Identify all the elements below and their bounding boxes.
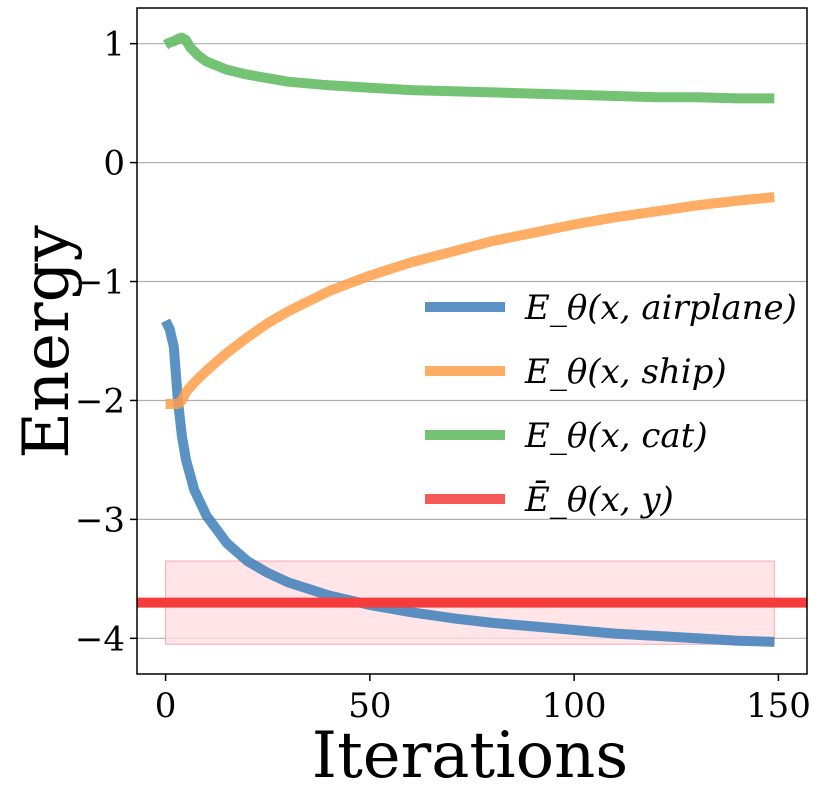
- legend: E_θ(x, airplane) E_θ(x, ship) E_θ(x, cat) Ē…: [425, 288, 797, 520]
- x-axis-label: Iterations: [312, 719, 628, 793]
- series-line-1: [161, 318, 775, 647]
- x-tick-label: 150: [746, 686, 811, 726]
- y-axis-label: Energy: [10, 225, 84, 459]
- series-line-2: [164, 192, 775, 409]
- x-tick-label: 0: [155, 686, 177, 726]
- y-tick-label: −2: [75, 381, 125, 421]
- legend-label: E_θ(x, airplane): [524, 288, 797, 328]
- y-tick-label: 0: [103, 144, 125, 184]
- series-layer: [137, 32, 807, 647]
- x-tick-label: 50: [348, 686, 391, 726]
- y-tick-label: −3: [75, 500, 125, 540]
- legend-label: E_θ(x, cat): [524, 416, 708, 456]
- legend-label: Ē_θ(x, y): [524, 480, 674, 520]
- y-tick-label: 1: [103, 25, 125, 65]
- tick-layer: 1 0 −1 −2 −3 −4 0 50 100 150: [75, 25, 811, 726]
- x-tick-label: 100: [542, 686, 607, 726]
- plot-frame: [136, 7, 808, 675]
- y-tick-label: −1: [75, 263, 125, 303]
- y-tick-label: −4: [75, 619, 125, 659]
- series-line-3: [163, 32, 775, 104]
- legend-label: E_θ(x, ship): [524, 352, 727, 392]
